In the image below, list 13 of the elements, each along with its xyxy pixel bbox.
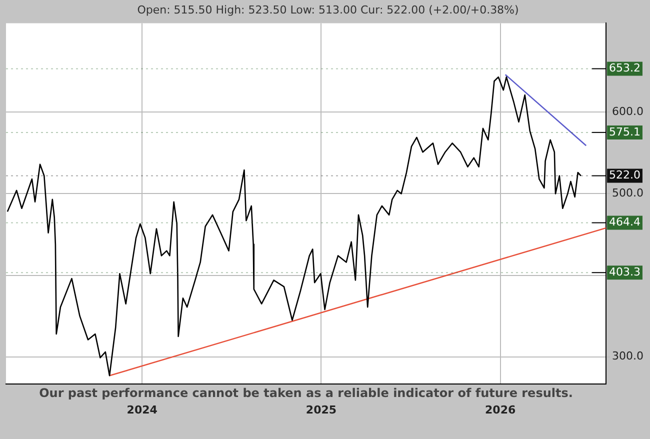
text: Our past performance cannot be taken as a reliable indicator of future results. <box>39 386 573 400</box>
y-tick-label: 500.0 <box>612 186 644 200</box>
chart-subtitle: Open: 515.50 High: 523.50 Low: 513.00 Cur: 522.00 (+2.00/+0.38%) <box>137 3 519 16</box>
x-tick-label: 2024 <box>126 403 158 416</box>
ref-line-label: 403.3 <box>609 265 640 278</box>
x-tick-label: 2025 <box>306 403 337 416</box>
ref-line-label: 653.2 <box>609 62 640 75</box>
y-tick-label: 600.0 <box>612 104 644 118</box>
ref-line-label: 464.4 <box>609 216 640 229</box>
ref-line-label: 575.1 <box>609 125 640 138</box>
x-tick-label: 2026 <box>485 403 516 416</box>
ref-line-label: 522.0 <box>609 168 640 182</box>
y-tick-label: 300.0 <box>612 350 644 363</box>
